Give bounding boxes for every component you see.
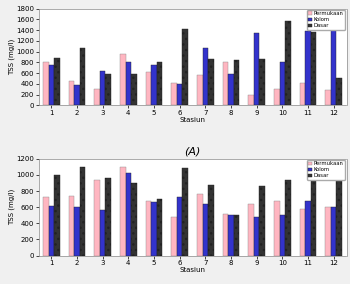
- Bar: [223, 62, 228, 105]
- Bar: [177, 197, 182, 256]
- Bar: [254, 217, 259, 256]
- Bar: [54, 58, 60, 105]
- Bar: [126, 62, 131, 105]
- Bar: [80, 48, 85, 105]
- Bar: [203, 48, 208, 105]
- Bar: [228, 215, 234, 256]
- Bar: [259, 59, 265, 105]
- Bar: [94, 180, 100, 256]
- Bar: [325, 90, 331, 105]
- Bar: [197, 194, 203, 256]
- Bar: [171, 217, 177, 256]
- Bar: [311, 32, 316, 105]
- Legend: Permukaan, Kolom, Dasar: Permukaan, Kolom, Dasar: [307, 160, 345, 180]
- Bar: [228, 74, 234, 105]
- Bar: [182, 168, 188, 256]
- Bar: [248, 204, 254, 256]
- Bar: [157, 199, 162, 256]
- Bar: [100, 71, 105, 105]
- X-axis label: Stasiun: Stasiun: [180, 117, 205, 123]
- Bar: [105, 178, 111, 256]
- Bar: [234, 215, 239, 256]
- Bar: [300, 209, 305, 256]
- Bar: [120, 54, 126, 105]
- Bar: [300, 83, 305, 105]
- Bar: [285, 21, 291, 105]
- Bar: [74, 207, 80, 256]
- Bar: [131, 74, 137, 105]
- Bar: [274, 201, 280, 256]
- Bar: [223, 214, 228, 256]
- Bar: [305, 31, 311, 105]
- Bar: [100, 210, 105, 256]
- Bar: [331, 19, 336, 105]
- Bar: [151, 202, 157, 256]
- Bar: [43, 197, 49, 256]
- Bar: [54, 175, 60, 256]
- Bar: [120, 167, 126, 256]
- Legend: Permukaan, Kolom, Dasar: Permukaan, Kolom, Dasar: [307, 10, 345, 30]
- Bar: [94, 89, 100, 105]
- Bar: [305, 201, 311, 256]
- Bar: [197, 75, 203, 105]
- Bar: [203, 204, 208, 256]
- Bar: [280, 62, 285, 105]
- Bar: [234, 60, 239, 105]
- Bar: [69, 81, 74, 105]
- Bar: [182, 29, 188, 105]
- Bar: [157, 62, 162, 105]
- Bar: [259, 186, 265, 256]
- Bar: [105, 74, 111, 105]
- Y-axis label: TSS (mg/l): TSS (mg/l): [8, 189, 15, 225]
- Bar: [177, 84, 182, 105]
- Bar: [80, 167, 85, 256]
- Bar: [49, 206, 54, 256]
- Bar: [74, 85, 80, 105]
- Text: (A): (A): [184, 146, 201, 156]
- Bar: [331, 207, 336, 256]
- Bar: [69, 196, 74, 256]
- Bar: [285, 180, 291, 256]
- Bar: [146, 72, 151, 105]
- Bar: [146, 201, 151, 256]
- Bar: [336, 180, 342, 256]
- Y-axis label: TSS (mg/l): TSS (mg/l): [8, 39, 15, 75]
- Bar: [280, 215, 285, 256]
- Bar: [43, 62, 49, 105]
- Bar: [126, 173, 131, 256]
- Bar: [151, 65, 157, 105]
- Bar: [311, 181, 316, 256]
- Bar: [171, 83, 177, 105]
- Bar: [274, 89, 280, 105]
- X-axis label: Stasiun: Stasiun: [180, 267, 205, 273]
- Bar: [325, 207, 331, 256]
- Bar: [208, 59, 214, 105]
- Bar: [336, 78, 342, 105]
- Bar: [248, 95, 254, 105]
- Bar: [49, 64, 54, 105]
- Bar: [208, 185, 214, 256]
- Bar: [254, 33, 259, 105]
- Bar: [131, 183, 137, 256]
